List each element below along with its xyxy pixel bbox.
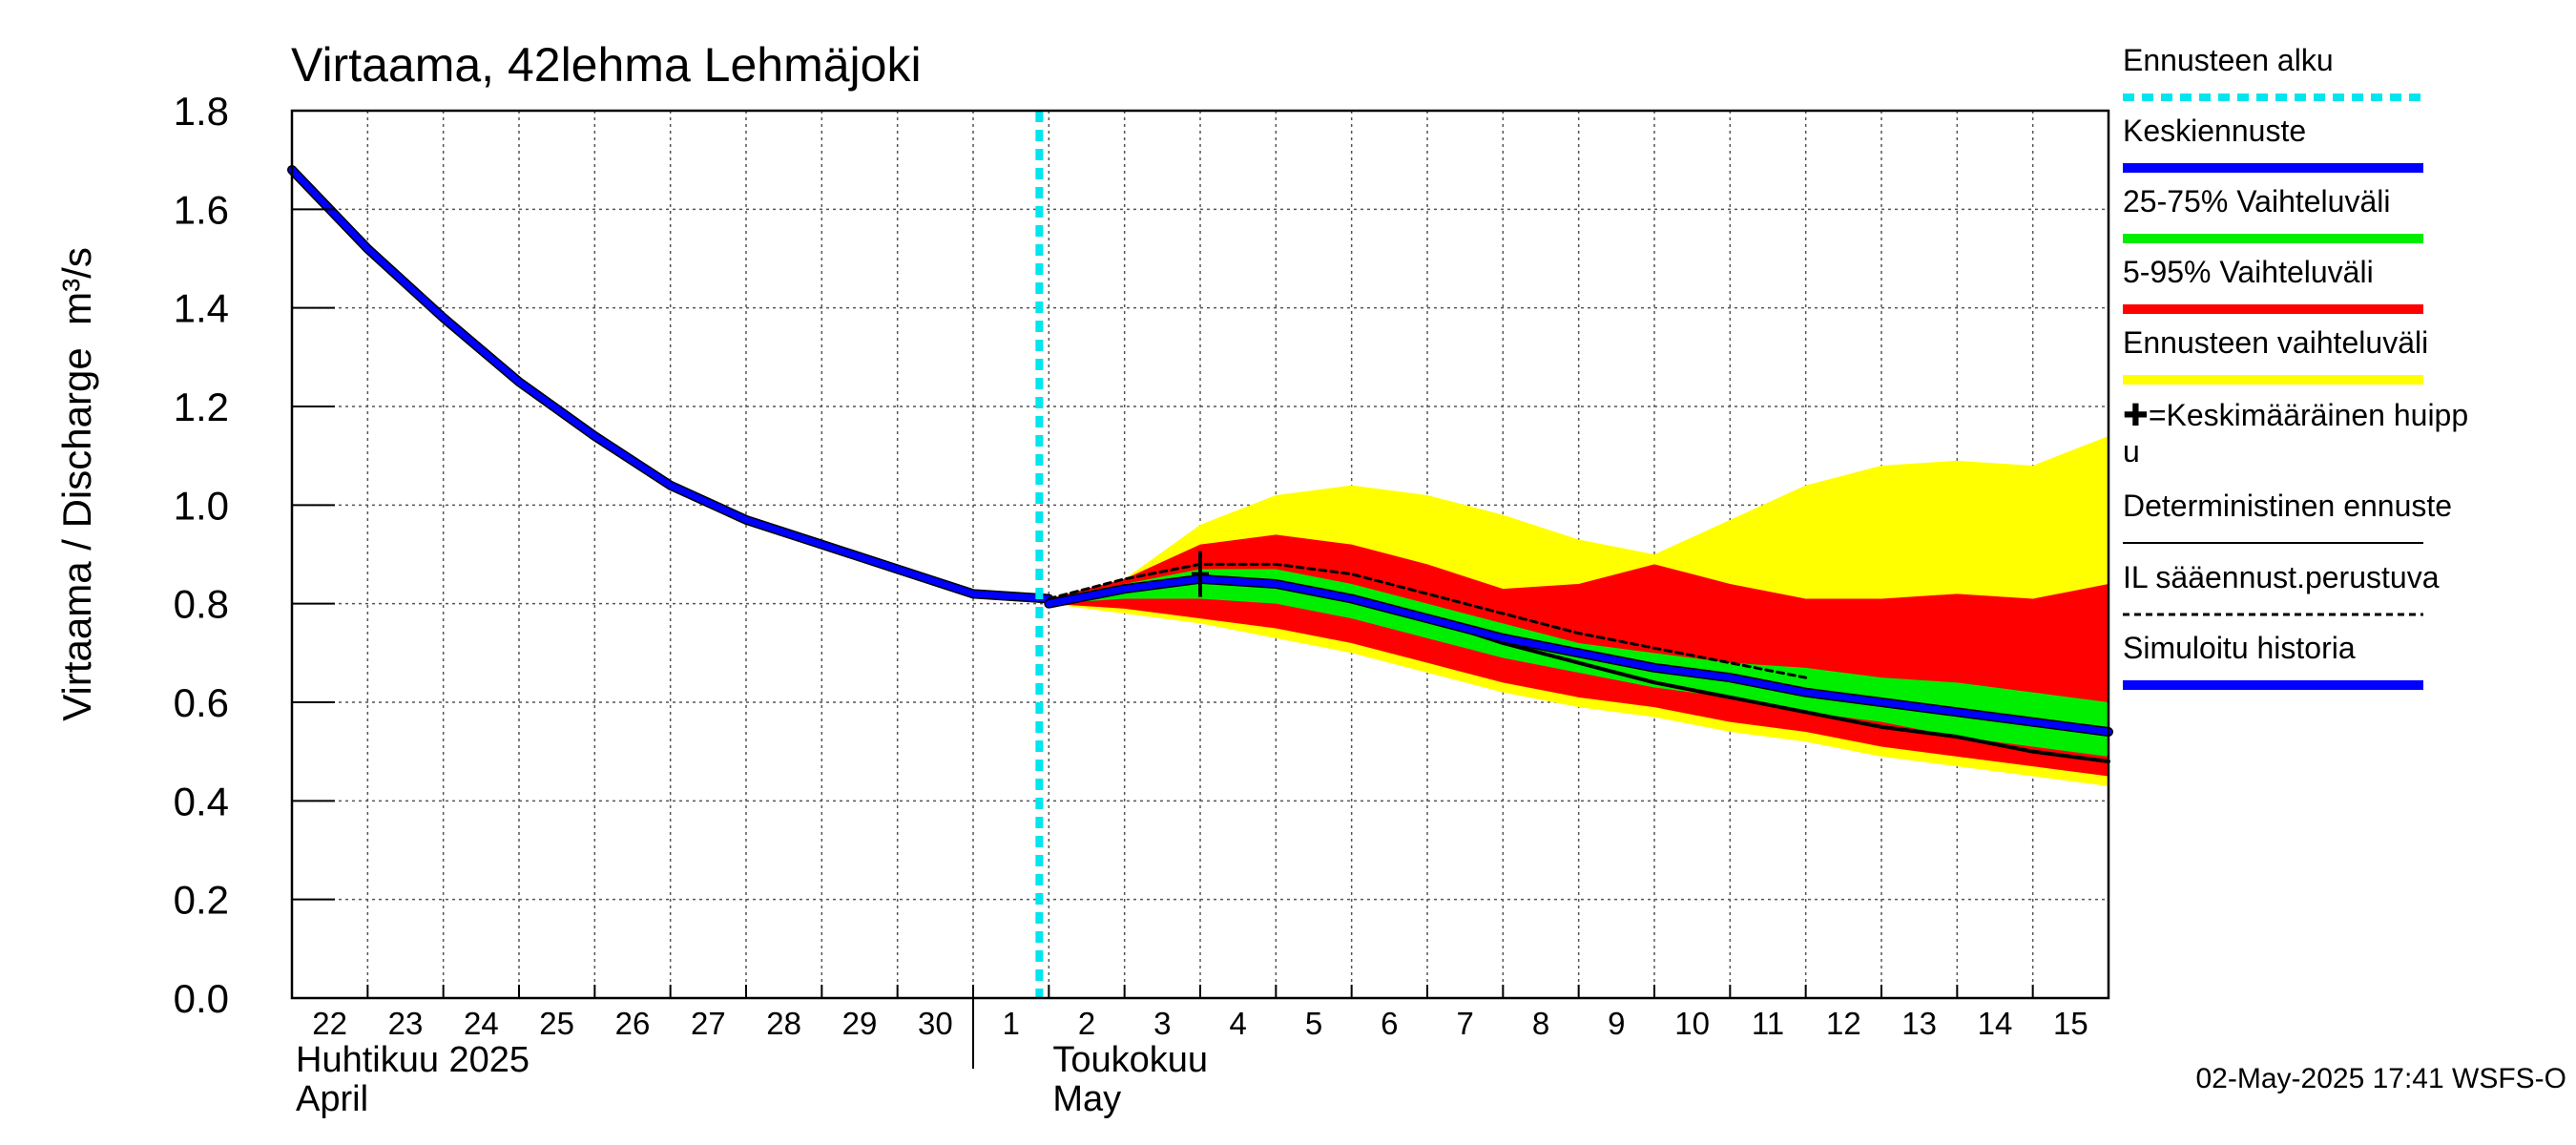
month-label: Huhtikuu 2025 — [296, 1040, 530, 1080]
x-tick-label: 26 — [615, 1006, 651, 1041]
x-tick-label: 11 — [1752, 1006, 1784, 1041]
month-label: Toukokuu — [1052, 1040, 1208, 1080]
y-tick-label: 1.8 — [174, 89, 229, 134]
y-tick-label: 1.2 — [174, 385, 229, 429]
x-tick-label: 8 — [1532, 1006, 1549, 1041]
x-tick-label: 30 — [918, 1006, 953, 1041]
plot-frame — [290, 109, 2110, 1000]
simulated-history-outline — [287, 165, 1054, 604]
mean-peak-marker — [1192, 551, 1209, 597]
axis-layer: 0.00.20.40.60.81.01.21.41.61.822 23 24 25 26… — [174, 89, 2110, 1119]
y-tick-label: 0.0 — [174, 976, 229, 1021]
y-tick-label: 0.2 — [174, 878, 229, 923]
x-tick-label: 23 — [388, 1006, 424, 1041]
il-forecast-line — [1047, 562, 1808, 679]
line-layer — [287, 111, 2113, 998]
x-tick-label: 7 — [1456, 1006, 1473, 1041]
legend-label-b2575: 25-75% Vaihteluväli — [2123, 184, 2390, 219]
x-tick-label: 15 — [2053, 1006, 2088, 1041]
x-tick-label: 24 — [464, 1006, 499, 1041]
x-tick-label: 1 — [1002, 1006, 1019, 1041]
x-tick-label: 5 — [1305, 1006, 1322, 1041]
month-label-en: May — [1052, 1079, 1121, 1119]
y-axis-unit: m³/s — [54, 247, 99, 325]
x-tick-label: 14 — [1978, 1006, 2013, 1041]
legend-label-det: Deterministinen ennuste — [2123, 489, 2452, 523]
x-tick-label: 13 — [1901, 1006, 1937, 1041]
y-tick-label: 1.0 — [174, 483, 229, 528]
y-axis-label: Virtaama / Discharge — [54, 347, 99, 720]
legend-label-forecast_start: Ennusteen alku — [2123, 43, 2334, 77]
y-tick-label: 0.8 — [174, 582, 229, 627]
x-tick-label: 9 — [1608, 1006, 1625, 1041]
legend-label-mean: Keskiennuste — [2123, 114, 2306, 148]
chart-title: Virtaama, 42lehma Lehmäjoki — [291, 38, 922, 92]
x-tick-label: 12 — [1826, 1006, 1861, 1041]
month-label-en: April — [296, 1079, 368, 1119]
y-tick-label: 1.4 — [174, 286, 229, 331]
legend-label-b595: 5-95% Vaihteluväli — [2123, 255, 2374, 289]
legend-label-sim: Simuloitu historia — [2123, 631, 2356, 665]
x-tick-label: 3 — [1153, 1006, 1171, 1041]
x-tick-label: 25 — [539, 1006, 574, 1041]
x-tick-label: 4 — [1229, 1006, 1246, 1041]
legend-layer: Ennusteen alku Keskiennuste 25-75% Vaihtel… — [2123, 43, 2468, 690]
x-tick-label: 10 — [1674, 1006, 1710, 1041]
x-tick-label: 28 — [766, 1006, 801, 1041]
legend-label-btotal: Ennusteen vaihteluväli — [2123, 325, 2428, 360]
mean-forecast-line — [1045, 575, 2112, 736]
legend-label-peak-cont: u — [2123, 434, 2140, 468]
x-tick-label: 6 — [1381, 1006, 1398, 1041]
y-tick-label: 0.4 — [174, 779, 229, 823]
legend-label-peak: ✚=Keskimääräinen huipp — [2123, 398, 2468, 432]
legend-label-il: IL sääennust.perustuva — [2123, 560, 2440, 594]
x-tick-label: 22 — [312, 1006, 347, 1041]
x-tick-label: 2 — [1078, 1006, 1095, 1041]
x-tick-label: 27 — [691, 1006, 726, 1041]
simulated-history-line — [288, 166, 1052, 602]
y-tick-label: 1.6 — [174, 187, 229, 232]
timestamp: 02-May-2025 17:41 WSFS-O — [2196, 1063, 2567, 1094]
y-tick-label: 0.6 — [174, 680, 229, 725]
x-tick-label: 29 — [842, 1006, 878, 1041]
